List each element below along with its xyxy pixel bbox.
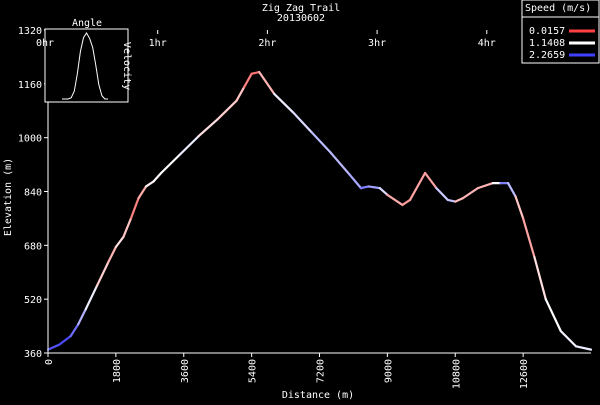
legend-entry-0-label: 0.0157 xyxy=(529,26,565,37)
elevation-segment xyxy=(559,330,578,348)
time-tick-label: 1hr xyxy=(149,38,167,49)
time-tick-label: 3hr xyxy=(368,38,386,49)
speed-legend: Speed (m/s) 0.0157 1.1408 2.2659 xyxy=(521,0,600,64)
elevation-segment xyxy=(310,131,332,154)
elevation-segment xyxy=(250,70,261,75)
elevation-segment xyxy=(506,181,517,198)
elevation-segment xyxy=(574,345,593,351)
chart-title: Zig Zag Trail xyxy=(262,3,340,14)
elevation-segment xyxy=(77,308,87,326)
elevation-segment xyxy=(359,185,370,190)
x-tick-label: 12600 xyxy=(519,359,530,389)
elevation-segment xyxy=(423,171,438,190)
y-tick-label: 360 xyxy=(24,349,42,360)
axis-ticks: 360 520 680 840 1000 1160 1320 0 1800 3600 5400 720… xyxy=(18,26,530,389)
legend-title: Speed (m/s) xyxy=(525,3,591,14)
x-tick-label: 1800 xyxy=(112,359,123,383)
x-axis-label: Distance (m) xyxy=(282,390,354,400)
elevation-segment xyxy=(348,173,363,190)
y-axis-label: Elevation (m) xyxy=(3,158,14,236)
legend-entry-2-label: 2.2659 xyxy=(529,50,565,61)
y-tick-label: 840 xyxy=(24,188,42,199)
time-tick-label: 4hr xyxy=(478,38,496,49)
elevation-segment xyxy=(454,197,464,203)
elevation-segment xyxy=(435,187,449,202)
x-tick-label: 9000 xyxy=(383,359,394,383)
elevation-segment xyxy=(408,171,427,202)
elevation-segment xyxy=(461,187,479,200)
elevation-segment xyxy=(84,284,99,311)
elevation-segment xyxy=(216,99,238,121)
elevation-segment xyxy=(122,217,133,239)
elevation-segment xyxy=(533,256,547,301)
elevation-segment xyxy=(137,185,148,200)
elevation-segment xyxy=(401,198,412,207)
elevation-segment xyxy=(144,180,155,188)
elevation-segment xyxy=(514,195,525,220)
elevation-segment xyxy=(292,111,314,134)
elevation-segment xyxy=(273,92,295,114)
elevation-segment xyxy=(446,198,457,203)
y-tick-label: 1320 xyxy=(18,26,42,37)
time-tick-label-0: 0hr xyxy=(36,38,54,49)
y-tick-label: 680 xyxy=(24,241,42,252)
elevation-segment xyxy=(178,134,200,156)
elevation-segment xyxy=(129,197,140,220)
elevation-segment xyxy=(544,298,562,333)
elevation-segment xyxy=(386,193,404,207)
elevation-segment xyxy=(476,181,495,190)
elevation-segment xyxy=(46,343,61,351)
elevation-segment xyxy=(522,217,536,259)
elevation-segment xyxy=(197,118,219,138)
legend-entry-1-label: 1.1408 xyxy=(529,38,565,49)
x-tick-label: 7200 xyxy=(316,359,327,383)
elevation-segment xyxy=(58,335,72,346)
y-tick-label: 1000 xyxy=(18,134,42,145)
inset-ylabel: Velocity xyxy=(121,42,132,90)
elevation-segment xyxy=(329,151,351,176)
x-tick-label: 3600 xyxy=(180,359,191,383)
elevation-segment xyxy=(378,187,389,196)
inset-frame xyxy=(44,28,129,103)
elevation-segment xyxy=(160,153,182,175)
time-tick-label: 2hr xyxy=(258,38,276,49)
elevation-segment xyxy=(114,235,125,249)
elevation-segment xyxy=(95,261,110,287)
elevation-segment xyxy=(107,245,117,264)
angle-velocity-inset: Angle Velocity 0hr xyxy=(36,18,132,103)
elevation-line xyxy=(46,70,593,351)
y-tick-label: 1160 xyxy=(18,80,42,91)
elevation-segment xyxy=(258,70,276,96)
x-tick-label: 10800 xyxy=(451,359,462,389)
x-tick-label: 5400 xyxy=(248,359,259,383)
chart-subtitle: 20130602 xyxy=(277,13,325,24)
elevation-segment xyxy=(152,171,163,183)
inset-title: Angle xyxy=(72,18,102,29)
x-tick-label: 0 xyxy=(44,359,55,365)
elevation-segment xyxy=(242,72,253,89)
elevation-segment xyxy=(367,185,381,190)
y-tick-label: 520 xyxy=(24,295,42,306)
elevation-segment xyxy=(69,323,80,338)
inset-curve xyxy=(62,32,108,100)
legend-frame xyxy=(521,0,600,64)
elevation-segment xyxy=(235,86,246,102)
